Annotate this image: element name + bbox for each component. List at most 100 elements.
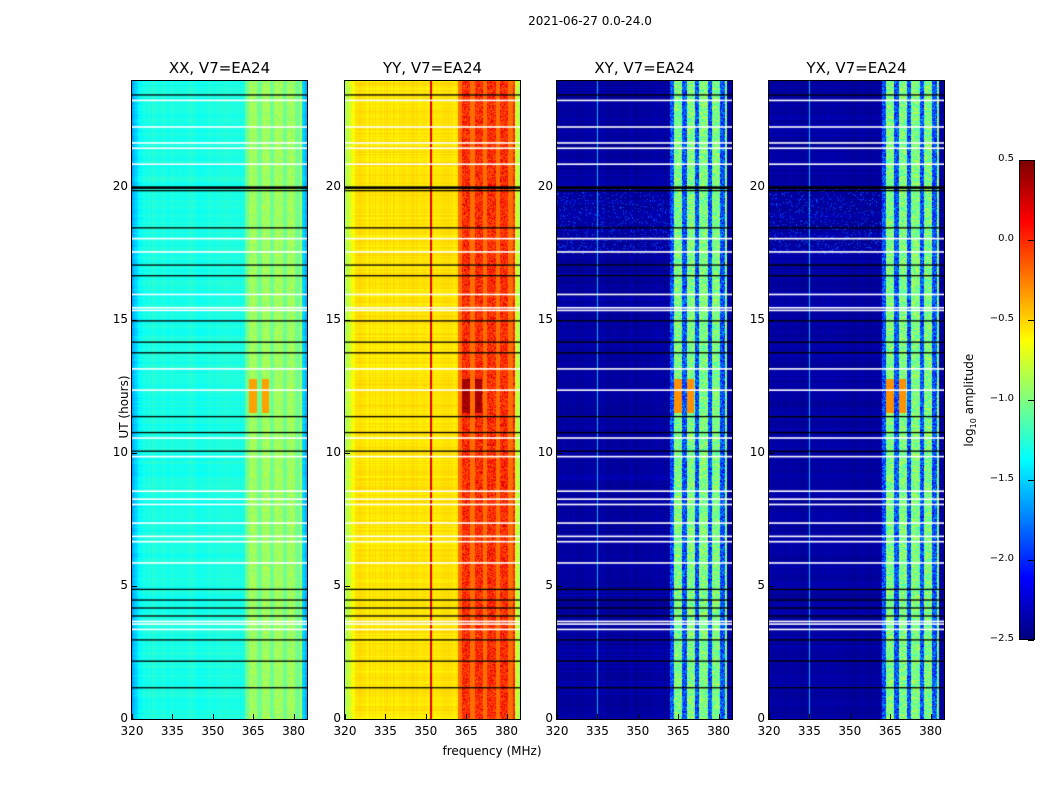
x-tick-mark [678, 714, 680, 719]
x-tick-mark [930, 714, 932, 719]
y-tick-label: 10 [749, 445, 765, 460]
heatmap-image [557, 81, 732, 719]
x-tick-label: 320 [545, 724, 569, 738]
colorbar-tick-mark [1028, 480, 1034, 481]
y-tick-label: 10 [112, 445, 128, 460]
heatmap-image [769, 81, 944, 719]
x-tick-label: 335 [797, 724, 821, 738]
colorbar-tick-mark [1028, 560, 1034, 561]
x-tick-mark [597, 714, 599, 719]
y-tick-mark [345, 453, 350, 455]
x-tick-mark [890, 714, 892, 719]
y-tick-mark [769, 453, 774, 455]
y-tick-mark [345, 719, 350, 720]
y-tick-mark [557, 320, 562, 322]
x-tick-mark [172, 714, 174, 719]
colorbar-tick-mark [1028, 640, 1034, 641]
x-tick-mark [425, 714, 427, 719]
y-tick-mark [345, 320, 350, 322]
y-tick-label: 15 [537, 312, 553, 327]
x-tick-label: 365 [241, 724, 265, 738]
y-tick-label: 20 [749, 179, 765, 194]
figure-title: 2021-06-27 0.0-24.0 [528, 14, 652, 28]
y-tick-label: 20 [112, 179, 128, 194]
colorbar-tick-mark [1028, 240, 1034, 241]
x-tick-label: 335 [160, 724, 184, 738]
heatmap-image [345, 81, 520, 719]
y-tick-label: 5 [333, 578, 341, 593]
colorbar-tick-label: −1.5 [989, 473, 1014, 484]
y-tick-label: 20 [537, 179, 553, 194]
x-axis-label: frequency (MHz) [442, 744, 542, 758]
panel-title: YX, V7=EA24 [806, 59, 907, 77]
y-tick-mark [132, 187, 137, 189]
x-tick-mark [718, 714, 720, 719]
x-tick-label: 380 [707, 724, 730, 738]
x-tick-mark [769, 714, 770, 719]
x-tick-mark [809, 714, 811, 719]
x-tick-label: 350 [838, 724, 862, 738]
colorbar [1019, 160, 1035, 640]
y-tick-label: 10 [537, 445, 553, 460]
x-tick-mark [637, 714, 639, 719]
y-tick-label: 15 [325, 312, 341, 327]
x-tick-label: 320 [120, 724, 144, 738]
colorbar-tick-mark [1028, 160, 1034, 161]
y-tick-mark [769, 719, 774, 720]
x-tick-mark [132, 714, 133, 719]
heatmap-image [132, 81, 307, 719]
colorbar-tick-label: 0.0 [998, 233, 1014, 244]
x-tick-label: 380 [495, 724, 518, 738]
y-tick-mark [557, 453, 562, 455]
x-tick-label: 365 [878, 724, 902, 738]
x-tick-mark [506, 714, 508, 719]
y-tick-mark [132, 453, 137, 455]
y-tick-label: 20 [325, 179, 341, 194]
y-tick-label: 5 [757, 578, 765, 593]
y-tick-mark [345, 586, 350, 588]
heatmap-panel [344, 80, 521, 720]
x-tick-mark [849, 714, 851, 719]
x-tick-mark [253, 714, 255, 719]
colorbar-label: log10 amplitude [961, 353, 979, 447]
x-tick-label: 335 [585, 724, 609, 738]
y-tick-mark [345, 187, 350, 189]
x-tick-label: 350 [201, 724, 225, 738]
y-tick-mark [557, 586, 562, 588]
x-tick-label: 365 [454, 724, 478, 738]
y-tick-label: 0 [333, 711, 341, 725]
x-tick-label: 350 [626, 724, 650, 738]
panel-title: XX, V7=EA24 [168, 59, 271, 77]
x-tick-label: 320 [333, 724, 357, 738]
y-tick-mark [132, 719, 137, 720]
y-tick-label: 15 [749, 312, 765, 327]
x-tick-mark [212, 714, 214, 719]
y-tick-label: 0 [545, 711, 553, 725]
panel-title: YY, V7=EA24 [382, 59, 483, 77]
y-tick-label: 5 [545, 578, 553, 593]
y-tick-mark [769, 586, 774, 588]
x-tick-mark [293, 714, 295, 719]
x-tick-mark [345, 714, 346, 719]
heatmap-panel [768, 80, 945, 720]
y-tick-label: 0 [120, 711, 128, 725]
colorbar-tick-label: −1.0 [989, 393, 1014, 404]
x-tick-label: 350 [414, 724, 438, 738]
colorbar-tick-label: −0.5 [989, 313, 1014, 324]
y-tick-label: 15 [112, 312, 128, 327]
colorbar-tick-label: −2.5 [989, 633, 1014, 644]
heatmap-panel [556, 80, 733, 720]
colorbar-tick-mark [1028, 400, 1034, 401]
heatmap-panel [131, 80, 308, 720]
colorbar-tick-label: 0.5 [998, 153, 1014, 164]
x-tick-label: 380 [919, 724, 942, 738]
y-tick-mark [132, 320, 137, 322]
colorbar-tick-mark [1028, 320, 1034, 321]
x-tick-label: 365 [666, 724, 690, 738]
y-axis-label: UT (hours) [117, 375, 131, 439]
panel-title: XY, V7=EA24 [594, 59, 695, 77]
x-tick-label: 335 [373, 724, 397, 738]
y-tick-mark [557, 187, 562, 189]
x-tick-label: 320 [757, 724, 781, 738]
